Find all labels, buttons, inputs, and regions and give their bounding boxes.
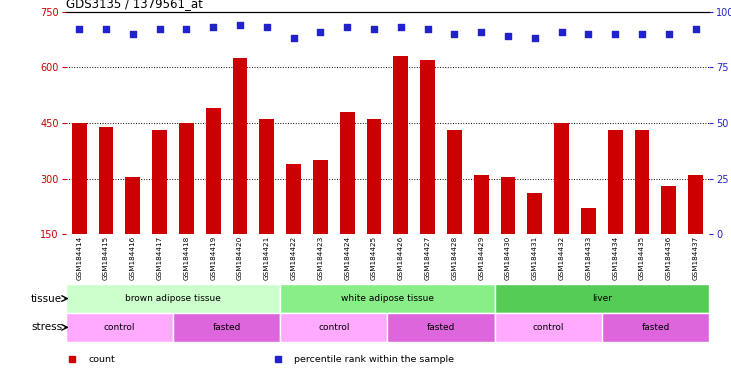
Text: fasted: fasted (213, 323, 240, 332)
Bar (206, 108, 221, 234)
Text: brown adipose tissue: brown adipose tissue (125, 294, 221, 303)
Point (368, 26, 380, 32)
Bar (232, 58, 247, 234)
Bar (662, 186, 676, 234)
Bar (393, 56, 408, 234)
Bar (602, 313, 709, 342)
Point (154, 26, 165, 32)
Text: control: control (318, 323, 349, 332)
Text: count: count (88, 354, 115, 364)
Text: liver: liver (592, 294, 612, 303)
Bar (179, 123, 194, 234)
Point (73, 26, 85, 32)
Text: tissue: tissue (31, 293, 62, 304)
Bar (689, 175, 703, 234)
Bar (66, 284, 280, 313)
Bar (72, 123, 86, 234)
Bar (340, 112, 355, 234)
Text: percentile rank within the sample: percentile rank within the sample (294, 354, 454, 364)
Bar (152, 130, 167, 234)
Bar (474, 175, 488, 234)
Point (663, 31, 675, 37)
Point (127, 31, 139, 37)
Text: fasted: fasted (427, 323, 455, 332)
Point (475, 28, 487, 35)
Point (556, 28, 567, 35)
Bar (280, 313, 387, 342)
Point (234, 22, 246, 28)
Bar (447, 130, 462, 234)
Text: fasted: fasted (641, 323, 670, 332)
Point (100, 26, 112, 32)
Point (583, 31, 594, 37)
Bar (313, 160, 327, 234)
Point (529, 35, 541, 41)
Point (449, 31, 461, 37)
Point (690, 26, 702, 32)
Bar (367, 119, 382, 234)
Bar (608, 130, 623, 234)
Bar (126, 177, 140, 234)
Bar (554, 123, 569, 234)
Text: white adipose tissue: white adipose tissue (341, 294, 434, 303)
Bar (173, 313, 280, 342)
Point (422, 26, 433, 32)
Text: GDS3135 / 1379561_at: GDS3135 / 1379561_at (66, 0, 202, 10)
Bar (635, 130, 649, 234)
Point (261, 24, 273, 30)
Point (314, 28, 326, 35)
Text: control: control (104, 323, 135, 332)
Point (395, 24, 406, 30)
Bar (501, 177, 515, 234)
Point (341, 24, 353, 30)
Bar (420, 60, 435, 234)
Point (288, 35, 300, 41)
Bar (260, 119, 274, 234)
Point (636, 31, 648, 37)
Bar (66, 313, 173, 342)
Bar (495, 284, 709, 313)
Point (208, 24, 219, 30)
Point (610, 31, 621, 37)
Bar (387, 313, 495, 342)
Bar (280, 284, 495, 313)
Bar (287, 164, 301, 234)
Text: stress: stress (31, 322, 62, 333)
Point (181, 26, 192, 32)
Point (502, 33, 514, 39)
Bar (495, 313, 602, 342)
Text: control: control (532, 323, 564, 332)
Bar (528, 194, 542, 234)
Bar (99, 127, 113, 234)
Bar (581, 208, 596, 234)
